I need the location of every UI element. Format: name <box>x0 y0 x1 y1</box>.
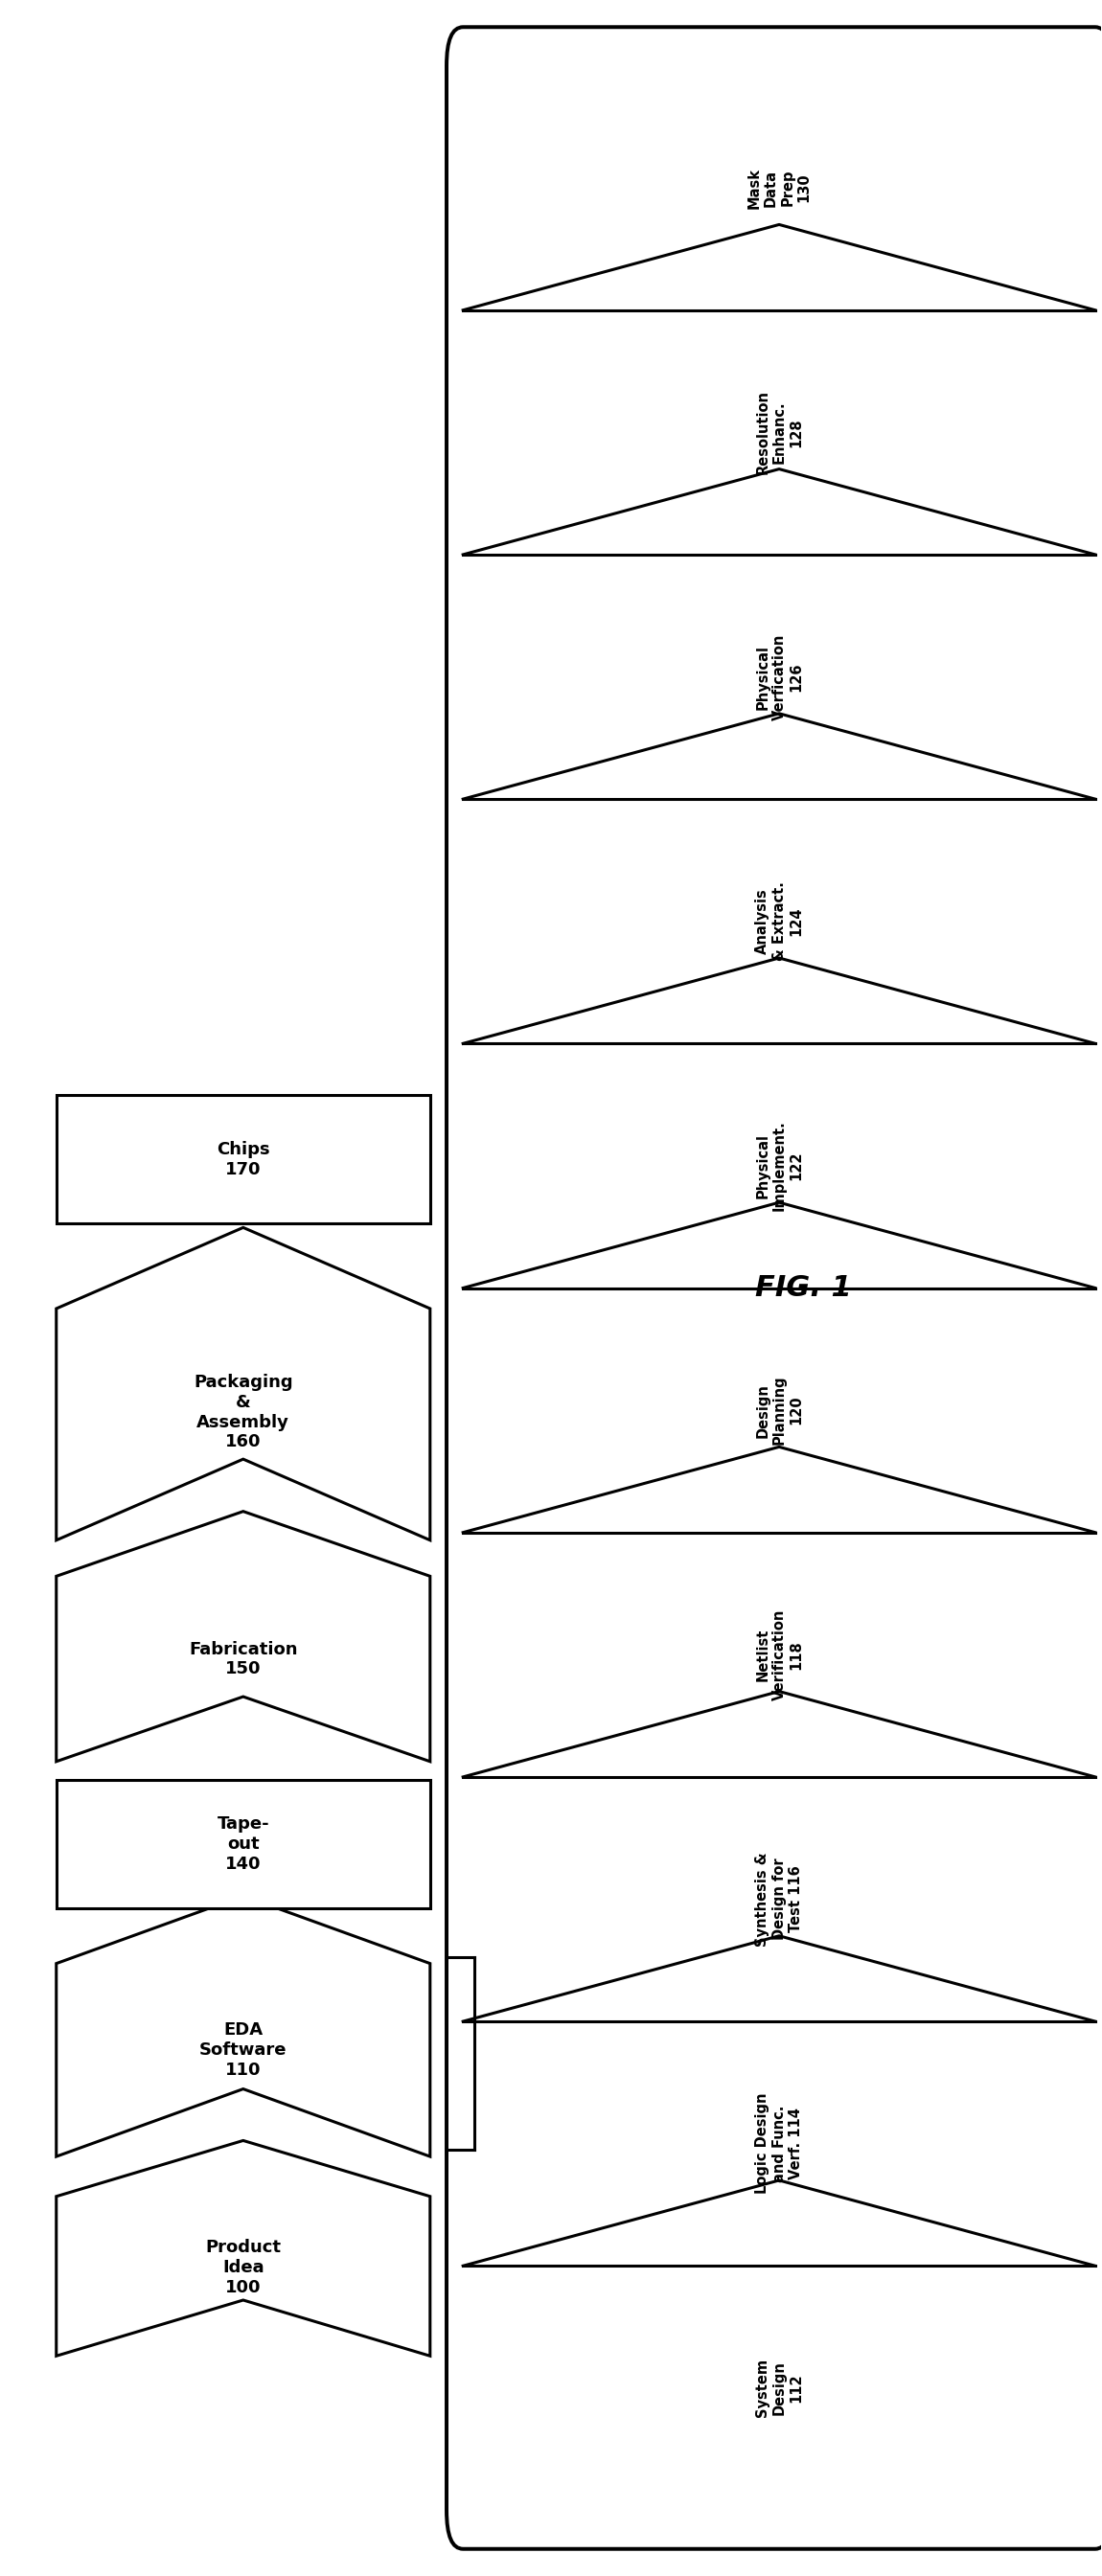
Text: Physical
Implement.
122: Physical Implement. 122 <box>755 1121 803 1211</box>
Text: Analysis
& Extract.
124: Analysis & Extract. 124 <box>755 881 803 961</box>
Polygon shape <box>56 1512 430 1762</box>
Text: Synthesis &
Design for
Test 116: Synthesis & Design for Test 116 <box>755 1852 803 1947</box>
Text: Logic Design
and Func.
Verf. 114: Logic Design and Func. Verf. 114 <box>755 2094 803 2195</box>
Text: Netlist
Verification
118: Netlist Verification 118 <box>755 1610 803 1700</box>
Text: Tape-
out
140: Tape- out 140 <box>217 1816 269 1873</box>
Text: Design
Planning
120: Design Planning 120 <box>755 1376 803 1445</box>
Text: Physical
Verfication
126: Physical Verfication 126 <box>755 634 803 721</box>
Text: EDA
Software
110: EDA Software 110 <box>199 2022 287 2079</box>
Polygon shape <box>56 1896 430 2156</box>
Bar <box>56 1780 430 1909</box>
Text: Fabrication
150: Fabrication 150 <box>188 1641 298 1677</box>
Text: FIG. 1: FIG. 1 <box>756 1275 852 1301</box>
FancyBboxPatch shape <box>446 28 1102 2548</box>
Polygon shape <box>56 1229 430 1540</box>
Text: Resolution
Enhanc.
128: Resolution Enhanc. 128 <box>755 389 803 474</box>
Text: Packaging
&
Assembly
160: Packaging & Assembly 160 <box>194 1373 293 1450</box>
Text: Chips
170: Chips 170 <box>216 1141 270 1177</box>
Text: Product
Idea
100: Product Idea 100 <box>205 2239 281 2295</box>
Text: System
Design
112: System Design 112 <box>755 2360 803 2416</box>
Bar <box>56 1095 430 1224</box>
Polygon shape <box>56 2141 430 2357</box>
Text: Mask
Data
Prep
130: Mask Data Prep 130 <box>747 167 811 209</box>
